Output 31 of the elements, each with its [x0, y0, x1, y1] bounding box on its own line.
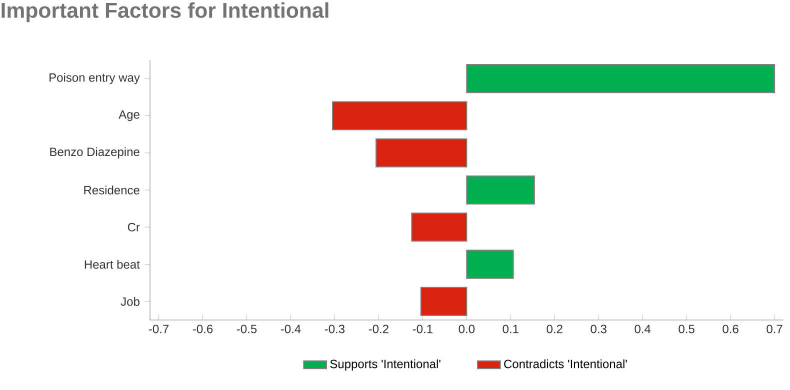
bar	[376, 138, 468, 168]
legend-label: Supports 'Intentional'	[330, 359, 440, 371]
x-tick-label: 0.6	[722, 324, 738, 334]
y-tick-label: Job	[120, 297, 140, 306]
y-tick-label: Residence	[84, 186, 140, 194]
x-tick-label: 0.0	[458, 324, 475, 334]
x-tick-label: 0.1	[502, 324, 518, 334]
bar	[466, 250, 514, 279]
y-tick-label: Benzo Diazepine	[50, 147, 140, 158]
x-tick-label: 0.3	[590, 324, 606, 334]
bar	[466, 64, 776, 94]
y-tick-label: Age	[118, 110, 140, 122]
bar	[466, 175, 535, 205]
x-tick-label: -0.5	[236, 324, 257, 334]
x-tick-label: 0.7	[766, 324, 782, 334]
bar	[411, 212, 468, 242]
x-tick-label: -0.3	[324, 324, 345, 334]
x-tick-label: -0.1	[412, 324, 432, 334]
bar	[332, 101, 468, 130]
chart-title: Important Factors for Intentional	[2, 2, 328, 22]
y-tick-label: Cr	[128, 222, 140, 232]
x-tick-label: -0.4	[280, 324, 301, 334]
x-tick-label: 0.5	[678, 324, 694, 334]
legend-label: Contradicts 'Intentional'	[504, 359, 627, 368]
y-tick-label: Poison entry way	[50, 72, 140, 84]
x-tick-label: -0.6	[192, 324, 213, 334]
x-tick-label: -0.2	[368, 324, 388, 334]
y-tick-label: Heart beat	[84, 260, 140, 269]
x-tick-label: -0.7	[149, 324, 169, 334]
x-tick-label: 0.4	[634, 324, 651, 334]
x-tick-label: 0.2	[546, 324, 562, 334]
